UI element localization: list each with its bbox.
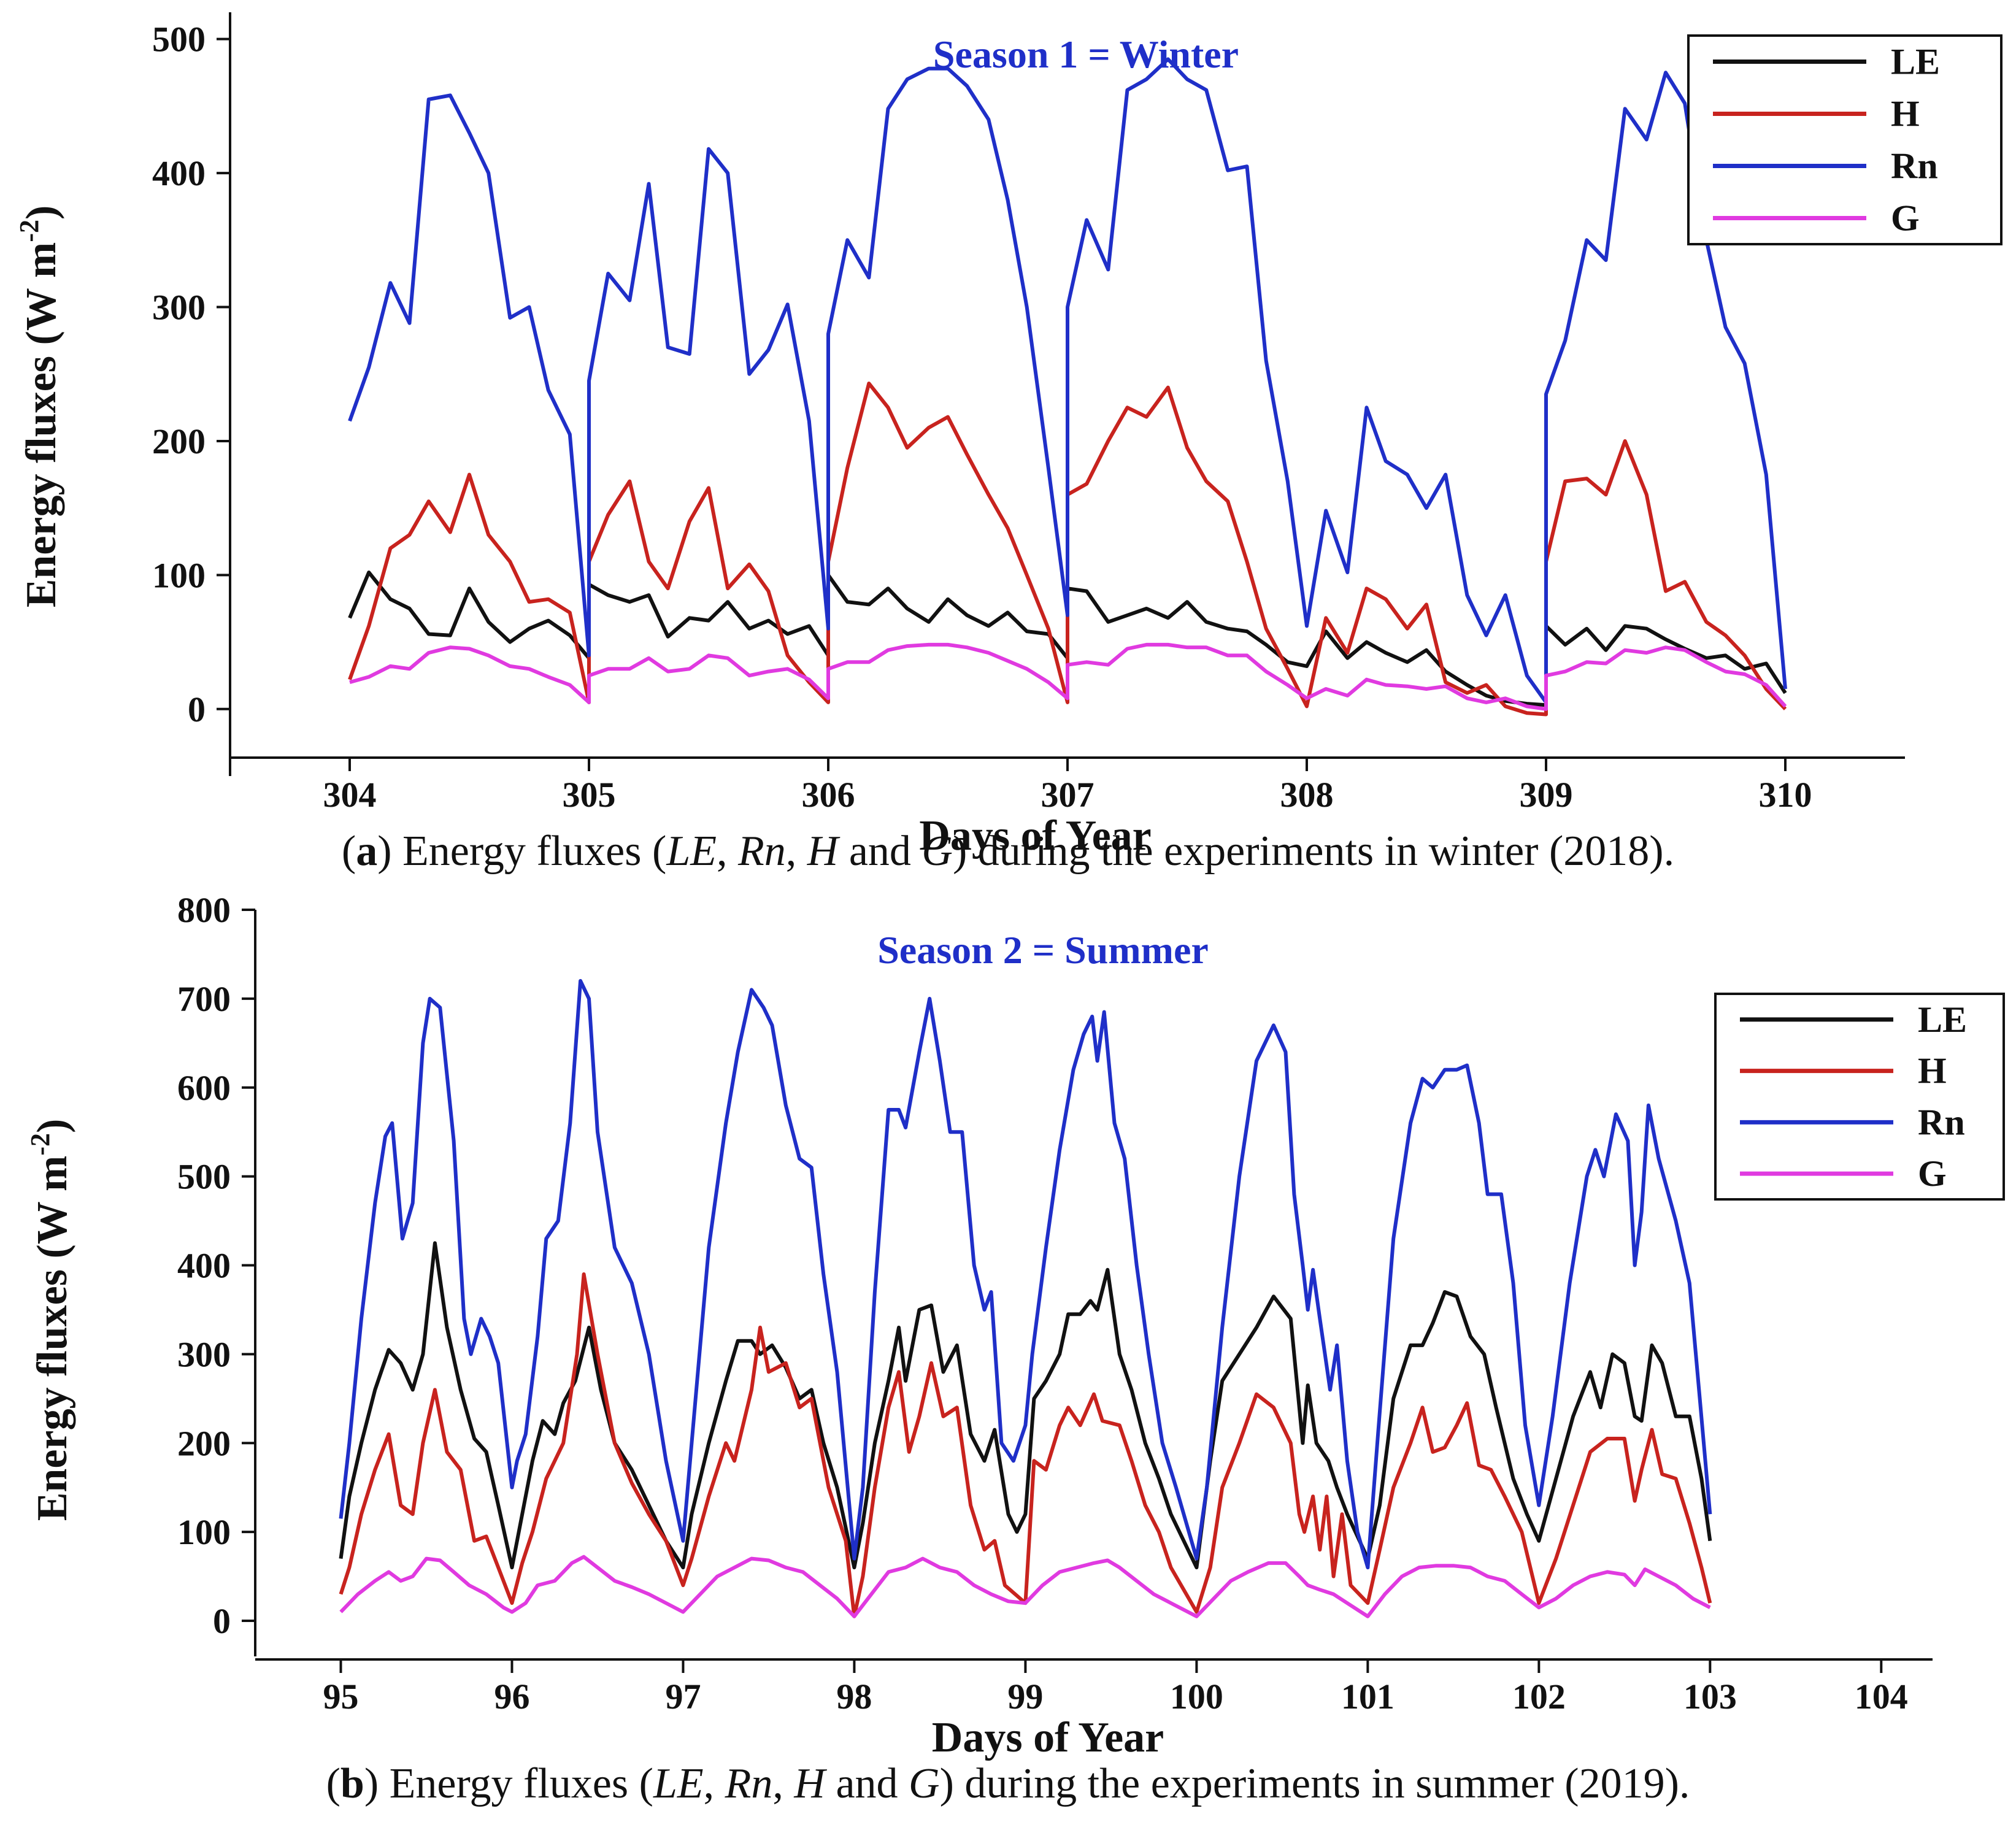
x-tick-label: 95 xyxy=(323,1677,358,1717)
legend-label-h: H xyxy=(1918,1051,1947,1091)
series-line-g xyxy=(349,642,1787,711)
y-tick-label: 300 xyxy=(177,1334,231,1374)
caption-b-text-start: Energy fluxes ( xyxy=(389,1760,653,1807)
y-tick-label: 500 xyxy=(152,20,206,60)
legend-label-rn: Rn xyxy=(1891,146,1938,186)
caption-a-var-g: G xyxy=(921,828,953,875)
y-tick-label: 400 xyxy=(177,1246,231,1286)
x-tick-label: 96 xyxy=(494,1677,529,1717)
caption-b-text-end: ) during the experiments in summer (2019… xyxy=(939,1760,1690,1807)
y-tick-label: 600 xyxy=(177,1068,231,1108)
x-tick-label: 306 xyxy=(802,775,855,815)
x-tick-label: 305 xyxy=(563,775,616,815)
caption-b-var-h: H xyxy=(794,1760,825,1807)
x-tick-label: 304 xyxy=(323,775,377,815)
y-tick-label: 200 xyxy=(152,421,206,461)
caption-a-var-h: H xyxy=(807,828,839,875)
y-tick-label: 100 xyxy=(152,555,206,595)
caption-b-sep: and xyxy=(825,1760,909,1807)
x-tick-label: 101 xyxy=(1341,1677,1395,1717)
winter-chart: 0 100 200 300 400 500 304 305 306 307 308 309 310 Sea… xyxy=(14,12,2003,859)
caption-a-sep: , xyxy=(785,828,807,875)
legend-label-le: LE xyxy=(1918,999,1967,1040)
series-line-le xyxy=(339,1241,1712,1570)
caption-b-var-g: G xyxy=(909,1760,940,1807)
caption-a: (a) Energy fluxes (LE, Rn, H and G) duri… xyxy=(341,828,1675,875)
y-axis-title: Energy fluxes (W m-2) xyxy=(25,1119,76,1521)
x-tick-label: 100 xyxy=(1170,1677,1223,1717)
x-tick-label: 310 xyxy=(1759,775,1812,815)
x-tick-label: 104 xyxy=(1855,1677,1908,1717)
legend-label-le: LE xyxy=(1891,42,1940,82)
caption-b-sep: , xyxy=(772,1760,794,1807)
y-tick-label: 400 xyxy=(152,153,206,193)
y-axis-title: Energy fluxes (W m-2) xyxy=(14,206,65,608)
y-tick-label: 300 xyxy=(152,288,206,328)
x-tick-label: 309 xyxy=(1520,775,1573,815)
y-tick-label: 0 xyxy=(213,1601,231,1641)
x-axis-title: Days of Year xyxy=(932,1714,1164,1761)
caption-a-text-start: Energy fluxes ( xyxy=(402,828,667,875)
caption-b-var-le: LE xyxy=(653,1760,704,1807)
chart-title: Season 1 = Winter xyxy=(933,33,1239,76)
y-tick-label: 500 xyxy=(177,1157,231,1197)
y-tick-label: 800 xyxy=(177,890,231,930)
x-tick-label: 307 xyxy=(1041,775,1095,815)
caption-a-text-end: ) during the experiments in winter (2018… xyxy=(952,828,1675,875)
caption-a-label: a xyxy=(356,828,378,875)
caption-a-sep: and xyxy=(838,828,922,875)
series-line-g xyxy=(339,1555,1711,1618)
legend-box xyxy=(1687,34,2003,245)
summer-chart: 0 100 200 300 400 500 600 700 800 95 96 97 98 99 100 10… xyxy=(25,890,2005,1761)
x-tick-label: 103 xyxy=(1683,1677,1737,1717)
x-tick-label: 102 xyxy=(1512,1677,1566,1717)
legend-label-h: H xyxy=(1891,94,1920,134)
caption-b-label: b xyxy=(340,1760,364,1807)
x-tick-label: 99 xyxy=(1007,1677,1043,1717)
chart-title: Season 2 = Summer xyxy=(877,928,1209,972)
x-axis-title: Days of Year xyxy=(919,812,1151,859)
y-tick-label: 100 xyxy=(177,1512,231,1552)
caption-b-var-rn: Rn xyxy=(725,1760,773,1807)
y-tick-label: 700 xyxy=(177,979,231,1019)
x-tick-label: 308 xyxy=(1280,775,1334,815)
caption-a-sep: , xyxy=(717,828,739,875)
legend-label-rn: Rn xyxy=(1918,1102,1965,1142)
y-tick-label: 200 xyxy=(177,1423,231,1463)
legend-box xyxy=(1714,993,2005,1201)
x-tick-label: 98 xyxy=(836,1677,872,1717)
caption-a-var-le: LE xyxy=(666,828,717,875)
series-line-rn xyxy=(348,57,1787,704)
legend-label-g: G xyxy=(1918,1153,1947,1194)
series-line-rn xyxy=(339,978,1712,1570)
legend-label-g: G xyxy=(1891,198,1920,239)
x-tick-label: 97 xyxy=(665,1677,701,1717)
caption-b: (b) Energy fluxes (LE, Rn, H and G) duri… xyxy=(326,1760,1690,1807)
caption-a-var-rn: Rn xyxy=(738,828,786,875)
caption-b-sep: , xyxy=(703,1760,725,1807)
y-tick-label: 0 xyxy=(188,690,206,729)
